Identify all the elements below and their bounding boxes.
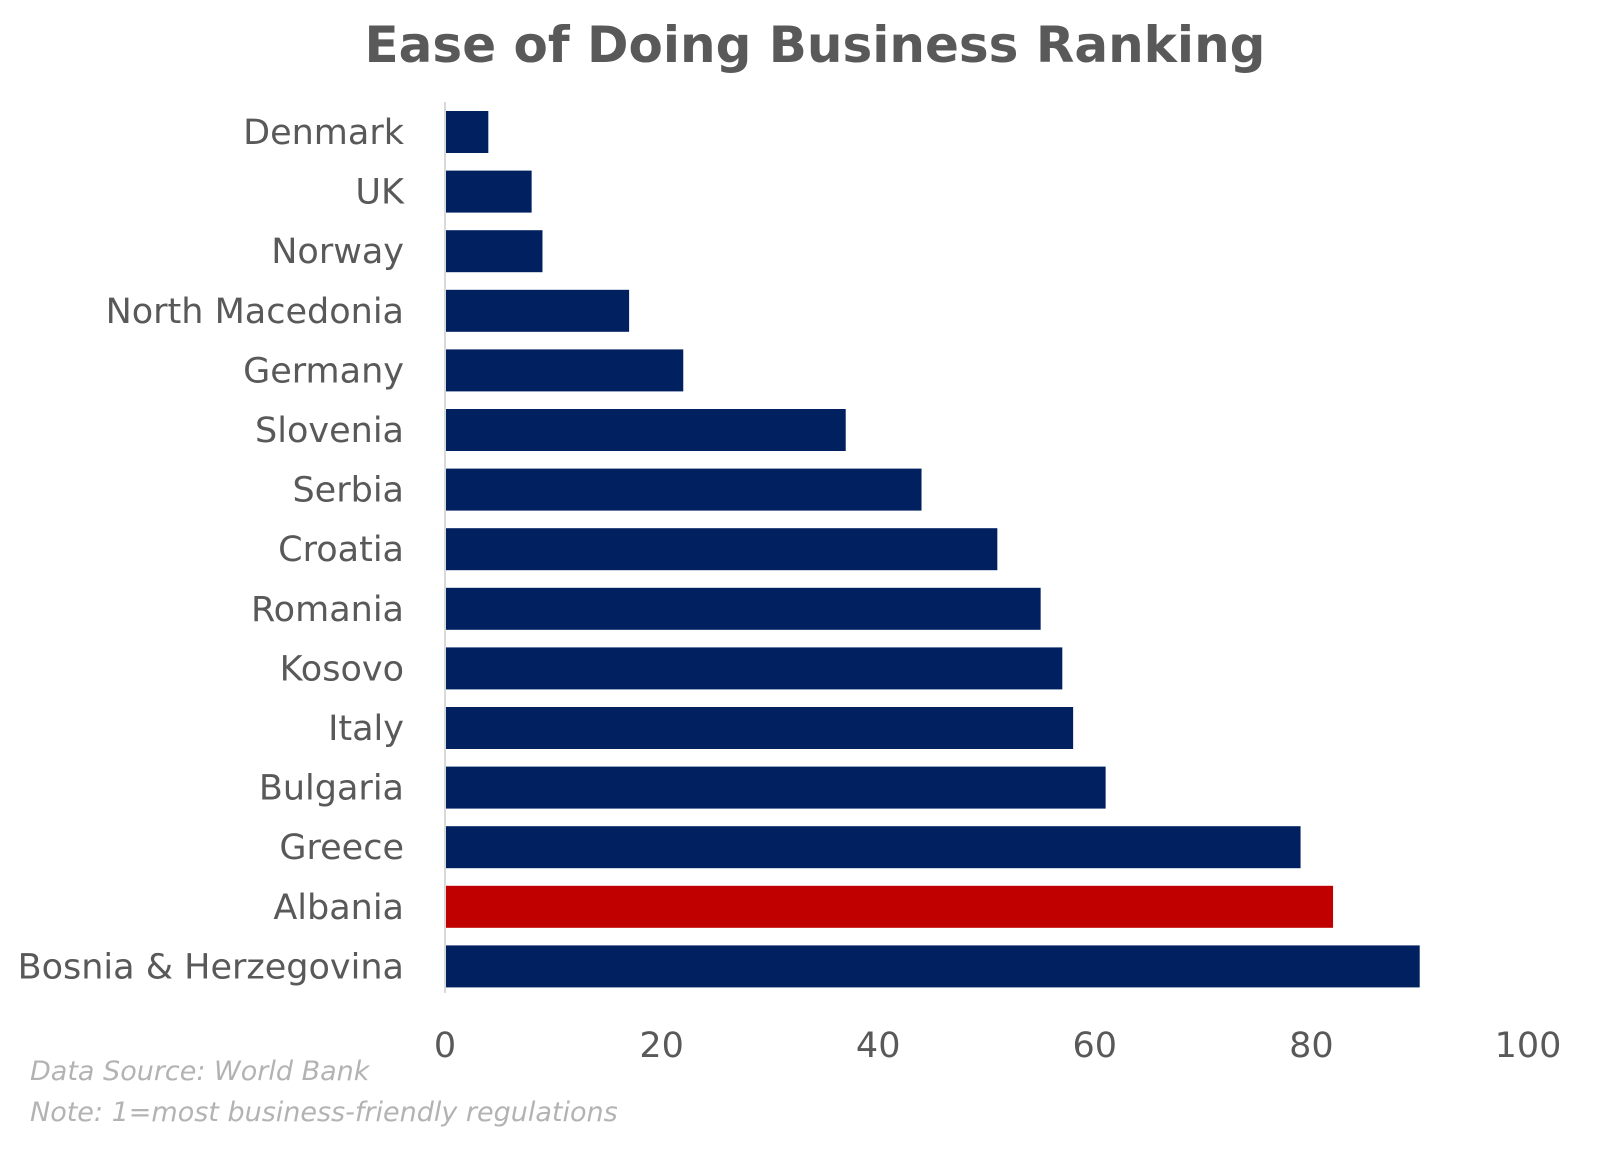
category-label: Bulgaria: [259, 769, 404, 809]
x-tick-label: 20: [639, 1026, 684, 1066]
bar-norway: [446, 230, 543, 273]
category-label: Italy: [328, 709, 404, 749]
bar-greece: [446, 826, 1301, 869]
category-label: Greece: [279, 828, 404, 868]
category-label: Slovenia: [255, 411, 404, 451]
category-labels: Denmark UK Norway North Macedonia Germany Slo…: [18, 113, 405, 987]
value-axis-tick-labels: 0 20 40 60 80 100: [434, 1026, 1562, 1066]
category-label: Serbia: [292, 471, 404, 511]
category-label: Croatia: [278, 530, 404, 570]
x-tick-label: 40: [856, 1026, 901, 1066]
bar-denmark: [446, 111, 489, 153]
x-tick-label: 0: [434, 1026, 456, 1066]
bar-albania: [446, 885, 1334, 928]
regulation-note: Note: 1=most business-friendly regulatio…: [30, 1097, 618, 1128]
bar-croatia: [446, 528, 998, 571]
bar-serbia: [446, 468, 922, 511]
bar-germany: [446, 349, 684, 392]
category-label: Romania: [251, 590, 404, 630]
x-tick-label: 80: [1289, 1026, 1334, 1066]
chart-title: Ease of Doing Business Ranking: [365, 16, 1266, 74]
bar-bulgaria: [446, 766, 1106, 809]
bar-bosnia-herzegovina: [446, 945, 1420, 988]
bar-kosovo: [446, 647, 1063, 690]
category-label: Germany: [243, 351, 404, 391]
bar-slovenia: [446, 409, 846, 451]
category-label: North Macedonia: [106, 292, 404, 332]
bar-romania: [446, 587, 1041, 630]
bars-group: [446, 111, 1420, 988]
category-label: Denmark: [243, 113, 405, 153]
category-label: Norway: [271, 232, 404, 272]
category-label: Kosovo: [280, 649, 404, 689]
bar-uk: [446, 170, 532, 213]
category-label: Bosnia & Herzegovina: [18, 947, 404, 987]
category-label: Albania: [273, 888, 404, 928]
data-source-note: Data Source: World Bank: [30, 1056, 371, 1087]
bar-italy: [446, 707, 1074, 749]
x-tick-label: 100: [1495, 1026, 1562, 1066]
category-label: UK: [355, 173, 405, 213]
bar-north-macedonia: [446, 289, 630, 332]
x-tick-label: 60: [1073, 1026, 1118, 1066]
